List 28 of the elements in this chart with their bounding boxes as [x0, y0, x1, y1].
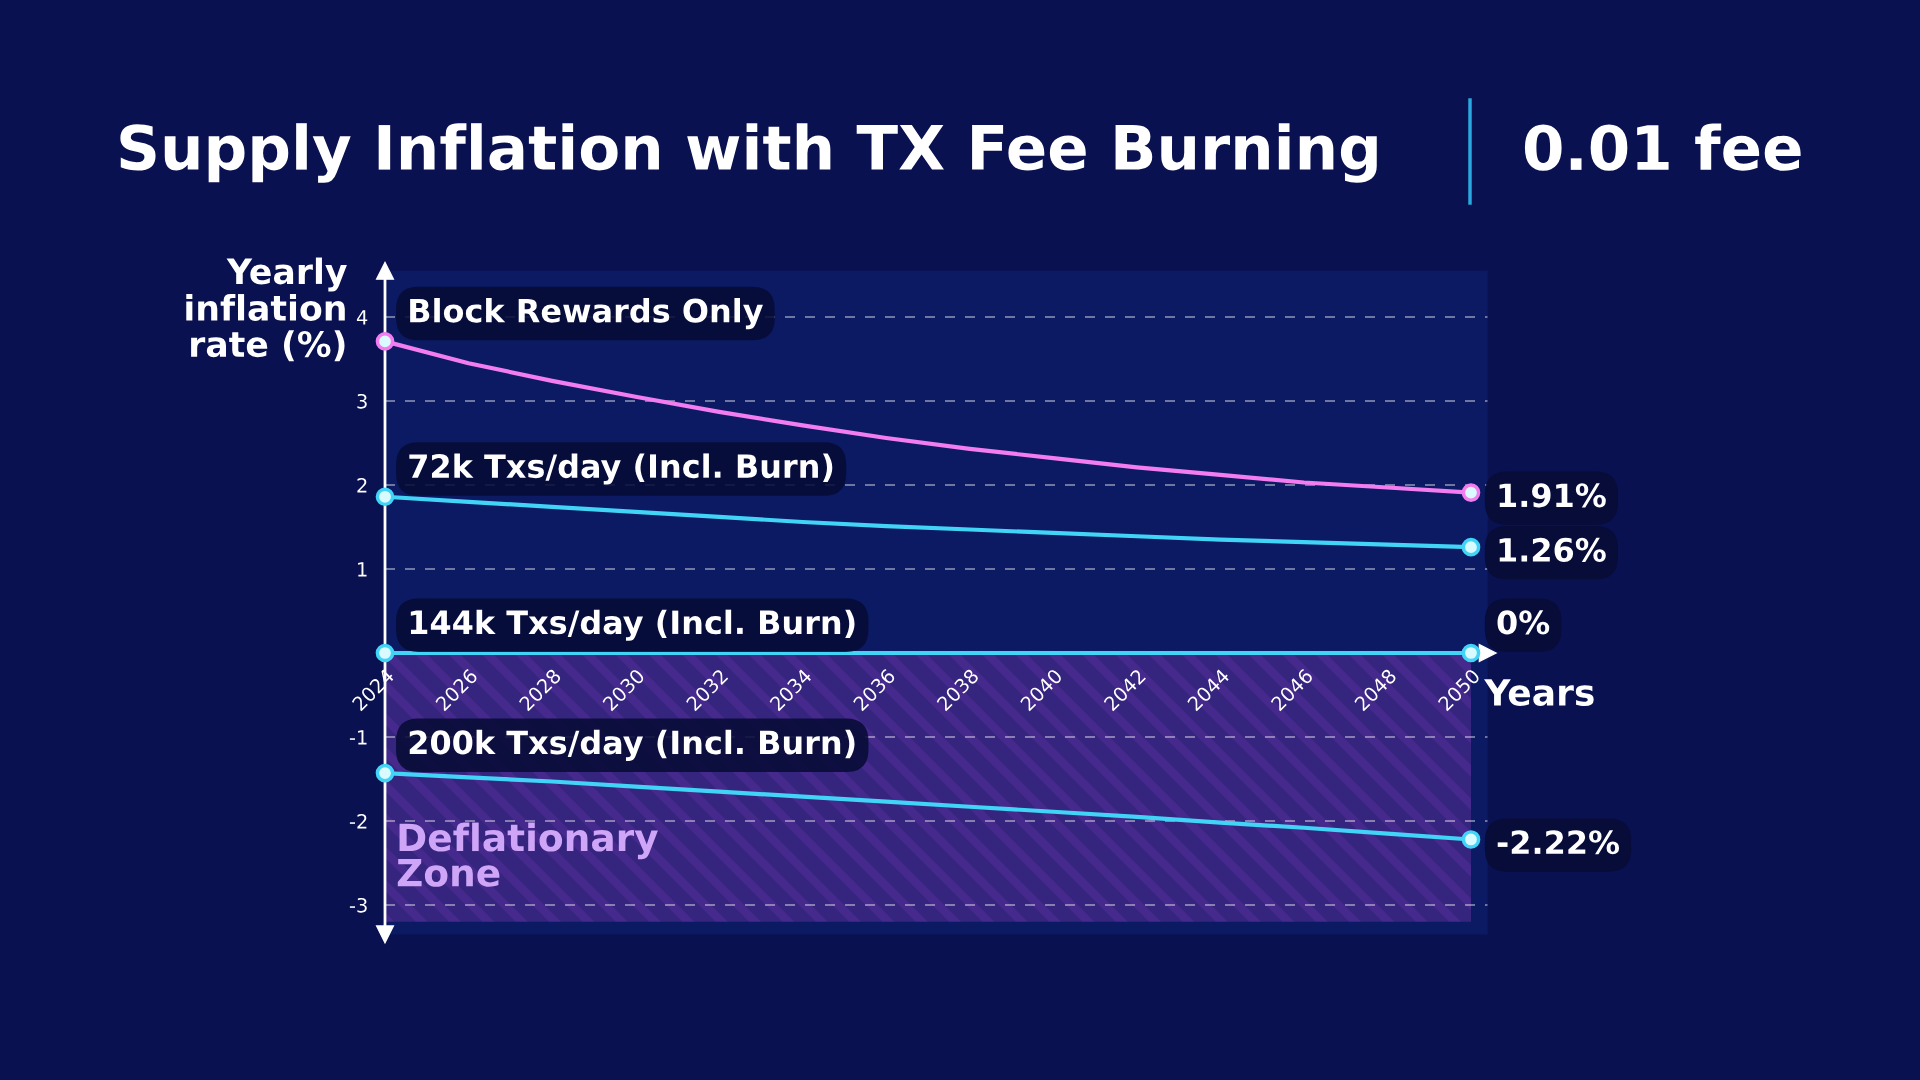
y-tick-label: -1 — [349, 730, 367, 745]
chart-title: Supply Inflation with TX Fee Burning — [120, 123, 1377, 183]
point — [375, 763, 395, 783]
point — [1461, 830, 1481, 849]
series-label: 200k Txs/day (Incl. Burn) — [409, 729, 855, 761]
y-tick-label: 2 — [357, 477, 367, 493]
series-label: 72k Txs/day (Incl. Burn) — [409, 453, 833, 485]
text: 0.01 fee — [1524, 123, 1801, 171]
y-axis-title: Yearly inflation rate (%) — [186, 257, 347, 362]
point — [1461, 643, 1481, 663]
y-tick-label: 1 — [358, 562, 367, 577]
data-label: 1.26% — [1499, 537, 1606, 562]
y-tick-label: 4 — [356, 310, 368, 325]
data-label: -2.22% — [1497, 830, 1620, 855]
point — [1461, 537, 1481, 557]
y-tick-label: 3 — [357, 393, 367, 409]
point — [375, 332, 395, 351]
y-tick-label: -3 — [349, 897, 367, 913]
data-label: 1.91% — [1499, 483, 1606, 508]
data-label: 0% — [1497, 610, 1550, 635]
point — [1461, 483, 1481, 502]
series-label: 144k Txs/day (Incl. Burn) — [410, 609, 855, 641]
point — [375, 643, 395, 663]
x-axis-title: Years — [1484, 679, 1594, 706]
point — [375, 487, 395, 507]
band-label: Deflationary Zone — [397, 822, 658, 887]
series-label: Block Rewards Only — [410, 298, 763, 330]
y-tick-label: -2 — [349, 813, 367, 829]
